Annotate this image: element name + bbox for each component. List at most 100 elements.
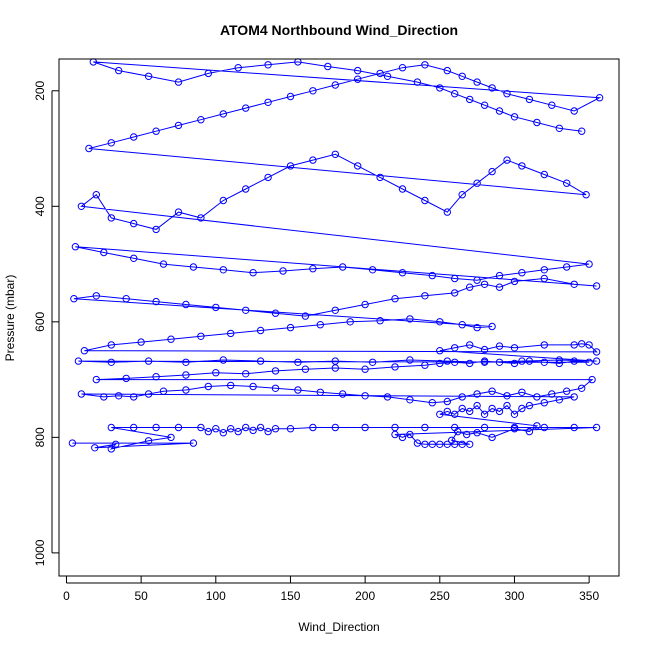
data-point [495,407,504,416]
data-point [368,358,377,366]
x-tick-label: 150 [280,589,300,603]
data-point [339,390,347,398]
y-tick-label: 200 [33,80,47,100]
data-point [592,423,601,432]
data-point [503,392,511,400]
data-point [144,390,153,398]
data-point [331,357,339,365]
data-point [495,107,504,115]
data-point [458,440,466,448]
data-point [533,118,541,127]
data-point [286,92,295,101]
data-point [212,425,220,433]
data-point [242,306,250,314]
data-point [361,423,369,432]
data-point [488,387,496,395]
y-tick-label: 1000 [33,539,47,566]
data-point [540,266,548,274]
data-point [361,365,369,373]
data-point [510,410,519,418]
data-point [144,72,153,81]
data-point [286,425,295,433]
data-point [525,401,534,410]
data-point [548,101,556,109]
data-point [331,150,339,159]
data-point [256,326,265,335]
data-point [466,440,474,448]
data-point [346,318,354,326]
data-point [525,95,534,104]
data-point [152,297,160,306]
data-point [70,295,78,303]
data-point [92,292,101,300]
data-point [570,280,578,288]
data-point [503,156,511,164]
data-point [316,321,324,329]
data-point [488,322,496,331]
data-point [458,191,466,199]
data-point [540,341,548,349]
data-point [174,121,183,130]
data-point [406,430,414,439]
plot-frame [58,58,620,577]
data-point [77,390,86,398]
data-point [466,283,474,291]
data-point [458,404,466,413]
data-point [488,167,496,176]
data-point [174,78,183,86]
data-point [301,312,310,320]
data-point [130,393,138,401]
data-point [152,127,160,135]
data-point [592,282,601,290]
data-point [137,338,145,346]
data-point [204,69,213,78]
data-point [443,66,451,75]
data-point [495,342,504,350]
data-point [510,344,519,352]
data-point [473,179,481,187]
series-points [68,58,604,453]
data-point [91,444,99,452]
data-point [167,335,175,343]
series-line [72,61,602,450]
data-point [503,90,511,98]
data-point [578,384,586,392]
data-point [100,248,108,257]
y-axis: 200 400 600 800 1000 [33,80,59,566]
data-point [398,64,407,72]
data-point [555,356,563,364]
data-point [540,170,548,179]
data-point [451,358,459,366]
data-point [421,196,429,205]
plot-area [68,58,604,453]
data-point [309,156,317,164]
data-point [488,84,496,92]
data-point [242,185,250,193]
data-point [354,75,362,83]
data-point [294,358,302,366]
data-point [443,407,451,416]
data-point [107,341,116,349]
data-point [122,295,130,303]
data-point [107,445,116,453]
data-point [495,271,504,280]
data-point [480,345,489,354]
data-point [540,423,548,432]
data-point [533,422,541,430]
data-point [458,321,466,329]
data-point [383,72,392,81]
x-axis-label: Wind_Direction [298,620,379,634]
data-point [391,430,399,439]
data-point [451,344,459,352]
data-point [510,113,519,121]
data-point [361,300,369,309]
data-point [264,173,272,182]
data-point [354,162,362,170]
data-point [398,433,407,442]
data-point [182,300,190,309]
data-point [473,401,481,410]
data-point [309,265,317,273]
data-point [256,423,265,432]
x-axis: 0 50 100 150 200 250 300 350 [63,576,599,603]
data-point [463,430,471,439]
